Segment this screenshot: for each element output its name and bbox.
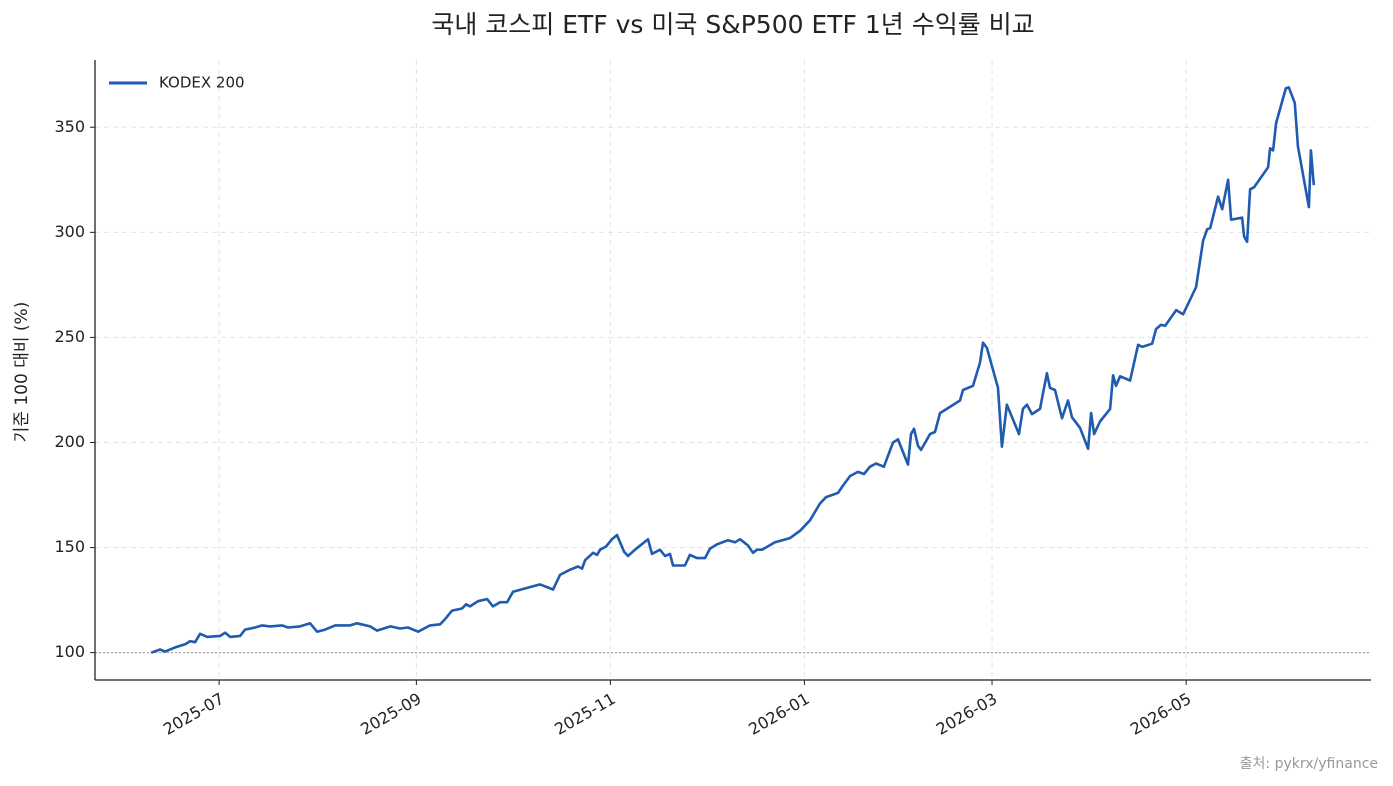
x-tick-label: 2025-09	[357, 689, 424, 739]
y-tick-label: 200	[54, 432, 85, 451]
y-tick-label: 300	[54, 222, 85, 241]
legend-label: KODEX 200	[159, 74, 245, 92]
y-tick-label: 350	[54, 117, 85, 136]
source-note: 출처: pykrx/yfinance	[1240, 756, 1378, 772]
x-tick-label: 2026-03	[933, 689, 1000, 739]
x-tick-label: 2026-05	[1127, 689, 1194, 739]
y-axis-label: 기준 100 대비 (%)	[12, 302, 32, 443]
y-tick-label: 100	[54, 642, 85, 661]
chart-title: 국내 코스피 ETF vs 미국 S&P500 ETF 1년 수익률 비교	[431, 10, 1034, 39]
x-tick-label: 2025-07	[160, 689, 227, 739]
data-line	[150, 86, 1316, 654]
x-tick-label: 2025-11	[551, 689, 618, 739]
x-tick-label: 2026-01	[745, 689, 812, 739]
y-tick-label: 150	[54, 537, 85, 556]
y-tick-label: 250	[54, 327, 85, 346]
